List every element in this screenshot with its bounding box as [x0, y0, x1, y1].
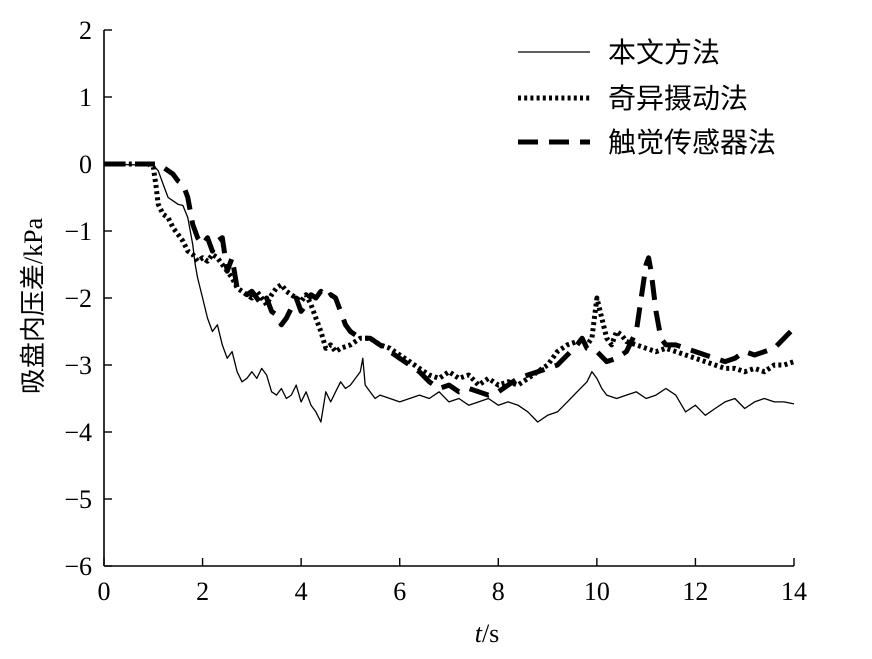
x-axis-title: t/s	[475, 619, 500, 648]
y-tick-label: −2	[64, 284, 92, 313]
legend-label-3: 触觉传感器法	[608, 127, 776, 159]
x-tick-label: 0	[98, 577, 111, 606]
y-axis-title: 吸盘内压差/kPa	[19, 217, 48, 394]
y-tick-label: 2	[79, 16, 92, 45]
y-tick-label: −3	[64, 351, 92, 380]
legend-label-2: 奇异摄动法	[608, 83, 748, 115]
x-tick-label: 10	[584, 577, 610, 606]
y-tick-label: −4	[64, 418, 92, 447]
y-tick-label: 0	[79, 150, 92, 179]
x-tick-label: 14	[781, 577, 807, 606]
y-tick-label: 1	[79, 83, 92, 112]
series-line-2	[104, 161, 795, 388]
x-tick-label: 12	[682, 577, 708, 606]
x-tick-label: 8	[492, 577, 505, 606]
y-tick-label: −1	[64, 217, 92, 246]
y-tick-label: −6	[64, 552, 92, 581]
x-tick-label: 2	[196, 577, 209, 606]
legend-label-1: 本文方法	[608, 37, 720, 69]
series-layer	[103, 161, 796, 423]
x-tick-label: 6	[393, 577, 406, 606]
series-line-3	[104, 161, 796, 398]
x-tick-label: 4	[295, 577, 308, 606]
y-tick-label: −5	[64, 485, 92, 514]
series-line-1	[103, 163, 795, 423]
